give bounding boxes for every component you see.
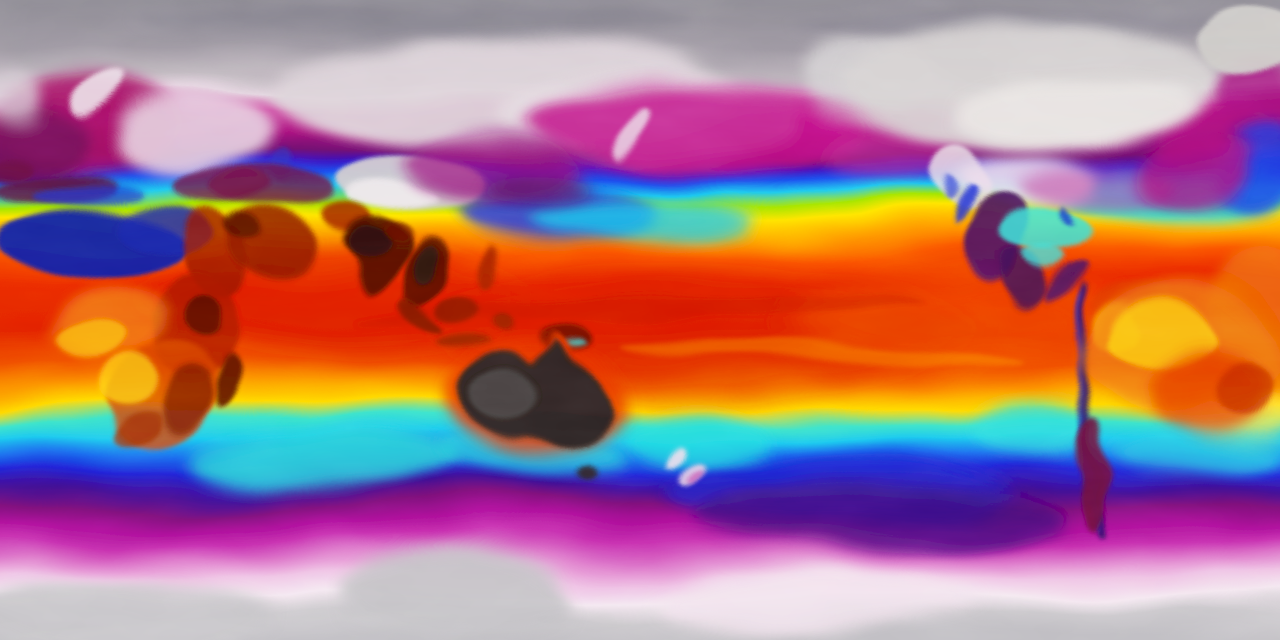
flow-streak-texture xyxy=(0,0,1280,640)
temperature-map-svg xyxy=(0,0,1280,640)
global-temperature-map xyxy=(0,0,1280,640)
